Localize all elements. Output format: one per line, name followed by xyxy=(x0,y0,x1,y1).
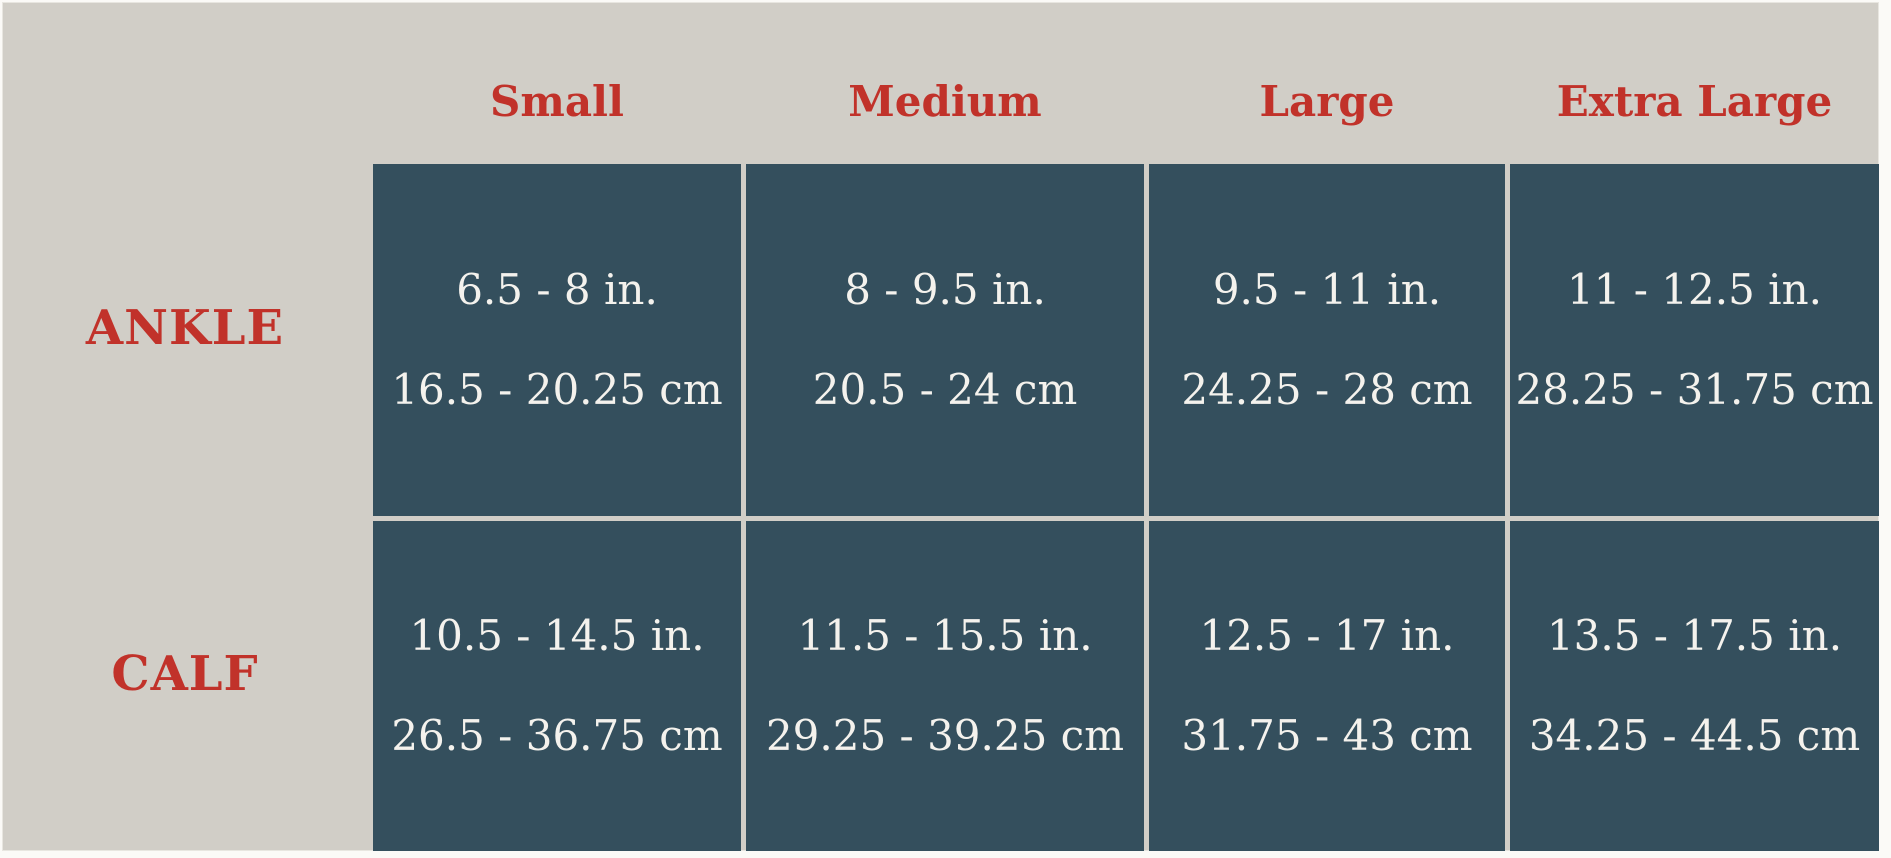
measurement-centimeters: 31.75 - 43 cm xyxy=(1181,711,1473,760)
measurement-inches: 8 - 9.5 in. xyxy=(844,265,1046,314)
cell-ankle-large: 9.5 - 11 in. 24.25 - 28 cm xyxy=(1149,164,1505,516)
measurement-inches: 11.5 - 15.5 in. xyxy=(797,611,1093,660)
cell-ankle-small: 6.5 - 8 in. 16.5 - 20.25 cm xyxy=(373,164,741,516)
measurement-centimeters: 26.5 - 36.75 cm xyxy=(391,711,723,760)
measurement-inches: 6.5 - 8 in. xyxy=(456,265,658,314)
cell-calf-small: 10.5 - 14.5 in. 26.5 - 36.75 cm xyxy=(373,521,741,851)
measurement-inches: 11 - 12.5 in. xyxy=(1566,265,1823,314)
measurement-centimeters: 28.25 - 31.75 cm xyxy=(1515,365,1874,414)
table-corner-spacer xyxy=(2,2,368,159)
row-label-ankle: ANKLE xyxy=(85,300,285,356)
measurement-centimeters: 24.25 - 28 cm xyxy=(1181,365,1473,414)
cell-ankle-medium: 8 - 9.5 in. 20.5 - 24 cm xyxy=(746,164,1144,516)
measurement-centimeters: 20.5 - 24 cm xyxy=(812,365,1078,414)
cell-calf-medium: 11.5 - 15.5 in. 29.25 - 39.25 cm xyxy=(746,521,1144,851)
measurement-inches: 9.5 - 11 in. xyxy=(1212,265,1442,314)
column-header-large: Large xyxy=(1259,77,1395,126)
cell-calf-large: 12.5 - 17 in. 31.75 - 43 cm xyxy=(1149,521,1505,851)
measurement-inches: 12.5 - 17 in. xyxy=(1199,611,1455,660)
cell-calf-extra-large: 13.5 - 17.5 in. 34.25 - 44.5 cm xyxy=(1510,521,1879,851)
measurement-inches: 13.5 - 17.5 in. xyxy=(1546,611,1843,660)
row-label-calf: CALF xyxy=(111,646,259,702)
column-header-medium: Medium xyxy=(848,77,1042,126)
measurement-inches: 10.5 - 14.5 in. xyxy=(409,611,705,660)
measurement-centimeters: 16.5 - 20.25 cm xyxy=(391,365,723,414)
measurement-centimeters: 34.25 - 44.5 cm xyxy=(1528,711,1861,760)
column-header-extra-large: Extra Large xyxy=(1556,77,1833,126)
column-header-small: Small xyxy=(490,77,624,126)
measurement-centimeters: 29.25 - 39.25 cm xyxy=(765,711,1125,760)
cell-ankle-extra-large: 11 - 12.5 in. 28.25 - 31.75 cm xyxy=(1510,164,1879,516)
